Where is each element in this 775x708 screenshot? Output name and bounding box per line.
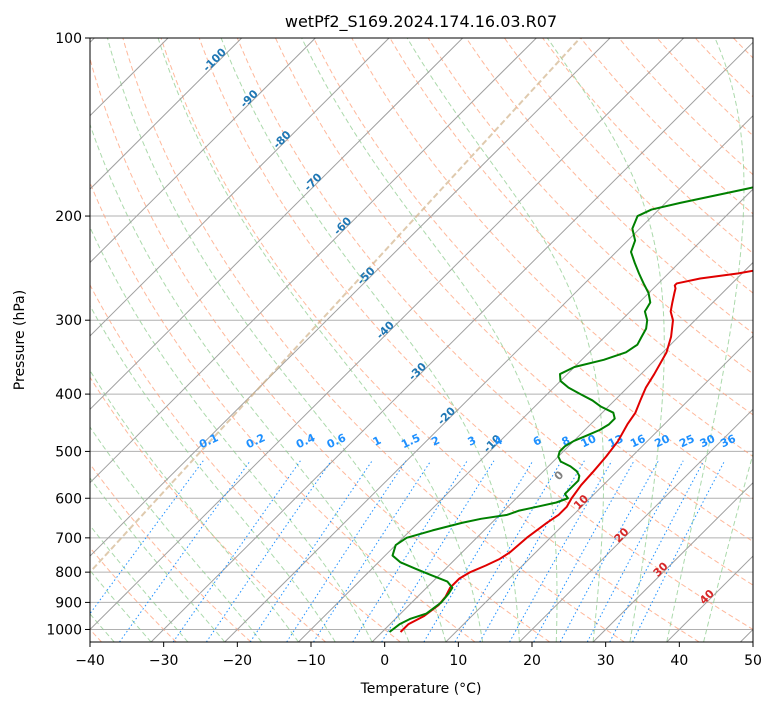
y-tick-label: 300 bbox=[55, 313, 82, 329]
moist-adiabat-line bbox=[406, 38, 605, 642]
dry-adiabat-line bbox=[90, 283, 401, 642]
mixing-ratio-line bbox=[381, 460, 495, 642]
isotherms bbox=[90, 38, 753, 642]
x-tick-label: −40 bbox=[75, 653, 105, 669]
x-tick-label: 30 bbox=[597, 653, 615, 669]
dry-adiabat-line bbox=[122, 38, 625, 642]
mixing-ratio-lines bbox=[90, 460, 726, 642]
moist-adiabat-line bbox=[90, 426, 262, 642]
isotherm-line bbox=[90, 38, 464, 410]
x-tick-label: 50 bbox=[744, 653, 762, 669]
profile-series bbox=[388, 186, 753, 633]
dry-adiabats bbox=[90, 38, 753, 642]
isotherm-line bbox=[90, 38, 243, 190]
moist-adiabat-line bbox=[90, 226, 373, 642]
dewpoint-profile-line bbox=[388, 186, 753, 633]
y-axis-label: Pressure (hPa) bbox=[12, 290, 28, 390]
y-axis-ticks: 100 200 300 400 500 600 700 800 900 1000 bbox=[46, 31, 90, 638]
isotherm-line bbox=[224, 115, 753, 642]
moist-adiabat-line bbox=[157, 38, 484, 642]
dry-adiabat-line bbox=[275, 38, 753, 543]
isotherm-line bbox=[90, 38, 537, 484]
y-tick-label: 500 bbox=[55, 444, 82, 460]
x-tick-label: 40 bbox=[670, 653, 688, 669]
dry-adiabat-line bbox=[389, 38, 753, 416]
dry-adiabat-line bbox=[465, 38, 753, 334]
isotherm-line bbox=[298, 188, 753, 642]
mixing-ratio-label: 25 bbox=[677, 432, 696, 450]
y-tick-label: 200 bbox=[55, 209, 82, 225]
y-tick-label: 900 bbox=[55, 595, 82, 611]
dry-adiabat-line bbox=[198, 38, 753, 631]
mixing-ratio-line bbox=[509, 460, 613, 642]
moist-adiabat-line bbox=[220, 38, 520, 642]
x-tick-label: 20 bbox=[523, 653, 541, 669]
isotherm-line bbox=[519, 408, 753, 642]
pressure-grid bbox=[90, 38, 753, 630]
moist-adiabat-line bbox=[703, 452, 753, 642]
mixing-ratio-line bbox=[423, 460, 534, 642]
x-tick-label: 10 bbox=[449, 653, 467, 669]
isotherm-line bbox=[90, 38, 611, 557]
moist-adiabat-line bbox=[106, 38, 447, 642]
mixing-ratio-line bbox=[205, 460, 332, 642]
y-tick-label: 600 bbox=[55, 491, 82, 507]
mixing-ratio-line bbox=[632, 460, 726, 642]
x-tick-label: −30 bbox=[149, 653, 179, 669]
y-tick-label: 100 bbox=[55, 31, 82, 47]
moist-adiabat-line bbox=[90, 304, 336, 642]
mixing-ratio-labels: 0.1 0.2 0.4 0.6 1 1.5 2 3 4 6 8 10 13 16 20 25 30 36 bbox=[197, 431, 738, 451]
mixing-ratio-line bbox=[454, 460, 562, 642]
mixing-ratio-line bbox=[286, 460, 407, 642]
isotherm-line bbox=[592, 481, 753, 642]
moist-adiabat-line bbox=[546, 38, 665, 642]
dry-adiabat-line bbox=[236, 38, 753, 586]
moist-adiabat-line bbox=[90, 477, 226, 642]
dry-adiabat-line bbox=[90, 56, 551, 642]
x-axis-ticks: −40 −30 −20 −10 0 10 20 30 40 50 bbox=[75, 642, 762, 669]
dry-adiabat-line bbox=[90, 181, 476, 642]
isotherm-line bbox=[371, 261, 753, 642]
mixing-ratio-label: 30 bbox=[698, 432, 718, 450]
plot-area: -100-90-80-70-60-50-40-30-20-10010203040… bbox=[90, 38, 753, 642]
moist-adiabats bbox=[90, 38, 753, 642]
dry-adiabat-line bbox=[504, 38, 753, 294]
x-tick-label: −20 bbox=[223, 653, 253, 669]
x-tick-label: 0 bbox=[380, 653, 389, 669]
isotherm-line bbox=[150, 41, 753, 642]
plot-frame bbox=[89, 37, 754, 643]
mixing-ratio-line bbox=[90, 460, 204, 615]
dry-adiabat-line bbox=[313, 38, 753, 500]
mixing-ratio-label: 20 bbox=[653, 432, 673, 450]
x-axis-label: Temperature (°C) bbox=[360, 681, 482, 697]
y-tick-label: 700 bbox=[55, 531, 82, 547]
moist-adiabat-line bbox=[666, 38, 745, 642]
moist-adiabat-line bbox=[301, 38, 558, 642]
dry-adiabat-line bbox=[160, 38, 700, 642]
mixing-ratio-line bbox=[479, 460, 585, 642]
x-tick-label: −10 bbox=[296, 653, 326, 669]
mixing-ratio-label: 36 bbox=[718, 432, 738, 450]
mixing-ratio-label: 16 bbox=[628, 432, 648, 450]
mixing-ratio-line bbox=[172, 460, 301, 642]
mixing-ratio-line bbox=[249, 460, 373, 642]
y-tick-label: 1000 bbox=[46, 622, 82, 638]
temperature-profile-line bbox=[399, 269, 753, 633]
chart-title: wetPf2_S169.2024.174.16.03.R07 bbox=[285, 12, 557, 32]
y-tick-label: 400 bbox=[55, 387, 82, 403]
mixing-ratio-line bbox=[533, 460, 635, 642]
isotherm-line bbox=[90, 38, 685, 631]
dry-adiabat-line bbox=[580, 38, 753, 215]
isotherm-line bbox=[90, 38, 390, 337]
isotherm-line bbox=[90, 38, 316, 264]
lcl-curve-line bbox=[90, 38, 581, 574]
lcl-curve bbox=[90, 38, 581, 574]
mixing-ratio-line bbox=[119, 460, 251, 642]
isotherm-line bbox=[445, 335, 753, 642]
y-tick-label: 800 bbox=[55, 565, 82, 581]
